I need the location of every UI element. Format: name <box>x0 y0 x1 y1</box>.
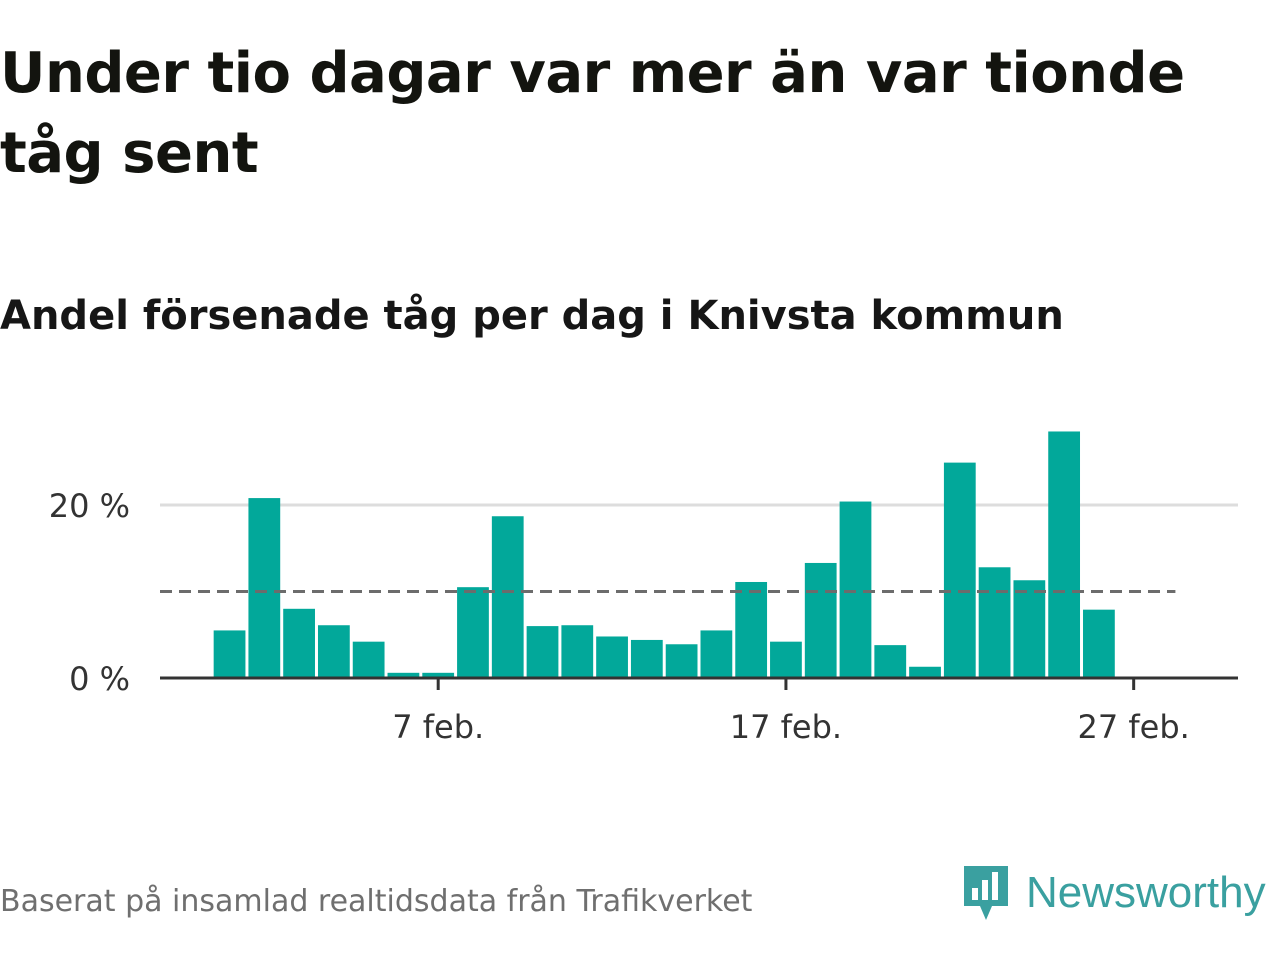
x-tick-label: 17 feb. <box>730 708 842 746</box>
bar <box>1083 609 1115 678</box>
newsworthy-logo-icon <box>964 866 1008 920</box>
bar <box>387 672 420 678</box>
bar <box>978 567 1011 678</box>
bar <box>909 666 941 678</box>
bar <box>700 630 733 678</box>
chart-subtitle: Andel försenade tåg per dag i Knivsta ko… <box>0 293 1064 339</box>
bar <box>943 462 976 678</box>
bar <box>665 644 698 678</box>
bar <box>213 630 246 678</box>
y-axis-tick-labels: 0 % 20 % <box>49 487 130 698</box>
y-tick-label: 0 % <box>69 660 130 698</box>
bar <box>630 639 663 678</box>
chart-title: Under tio dagar var mer än var tionde tå… <box>0 41 1185 186</box>
x-tick-label: 7 feb. <box>392 708 484 746</box>
bar <box>874 645 907 678</box>
bar <box>352 641 385 678</box>
bar <box>283 608 315 678</box>
bar <box>526 626 559 678</box>
bar <box>770 641 802 678</box>
bar <box>804 562 837 678</box>
bar <box>1048 431 1081 678</box>
bar <box>422 672 455 678</box>
bar <box>735 581 768 678</box>
bar <box>491 516 524 678</box>
bar <box>561 625 594 678</box>
bar-chart: 0 % 20 % 7 feb. 17 feb. 27 feb. <box>49 431 1238 746</box>
bar <box>839 501 872 678</box>
bars <box>213 431 1115 678</box>
bar <box>457 587 489 678</box>
bar <box>1013 580 1046 678</box>
brand-logo: Newsworthy <box>960 862 1266 924</box>
bar <box>317 625 350 678</box>
y-tick-label: 20 % <box>49 487 130 525</box>
x-tick-label: 27 feb. <box>1078 708 1190 746</box>
bar <box>596 636 628 678</box>
source-note: Baserat på insamlad realtidsdata från Tr… <box>0 884 753 919</box>
brand-name: Newsworthy <box>1026 868 1266 917</box>
x-axis-ticks: 7 feb. 17 feb. 27 feb. <box>392 678 1190 746</box>
bar <box>248 498 281 678</box>
